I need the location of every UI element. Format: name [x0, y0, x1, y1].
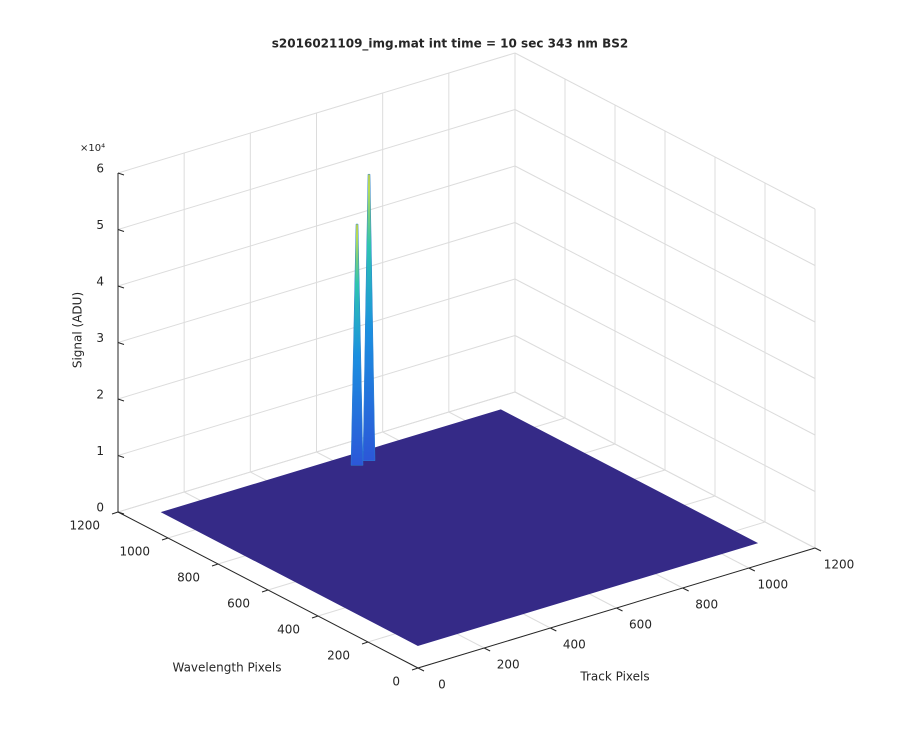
grid-line [514, 391, 816, 549]
z-tick [117, 342, 125, 345]
y-tick [361, 641, 369, 645]
x-tick [417, 667, 425, 672]
grid-line [117, 335, 516, 456]
x-tick [550, 627, 557, 632]
x-tick [483, 647, 491, 652]
x-tick-label: 1200 [824, 558, 855, 572]
grid-line [117, 109, 516, 230]
z-tick [117, 229, 125, 232]
grid-line [514, 165, 816, 323]
z-tick [117, 172, 125, 176]
x-tick-label: 800 [695, 598, 718, 612]
z-axis-label: Signal (ADU) [71, 292, 85, 368]
z-tick-label: 5 [96, 218, 104, 232]
y-tick [111, 511, 119, 515]
y-axis-label: Wavelength Pixels [172, 661, 281, 675]
grid-line [117, 278, 516, 400]
y-tick-label: 600 [227, 597, 250, 611]
y-tick-label: 0 [392, 675, 400, 689]
grid-line [117, 165, 516, 287]
x-tick [748, 567, 756, 572]
grid-line [117, 52, 516, 174]
z-exponent: ×10⁴ [80, 143, 105, 154]
x-tick-label: 600 [629, 618, 652, 632]
x-tick-label: 0 [438, 678, 446, 692]
z-tick-label: 1 [96, 444, 104, 458]
x-tick [814, 547, 822, 552]
z-tick [117, 398, 125, 402]
y-tick [411, 667, 419, 671]
z-tick-label: 3 [96, 331, 104, 345]
y-tick-label: 200 [327, 649, 350, 663]
x-tick [616, 607, 623, 612]
y-tick [261, 589, 269, 593]
chart-title: s2016021109_img.mat int time = 10 sec 34… [272, 37, 628, 52]
z-tick-label: 0 [96, 501, 104, 515]
x-axis-label: Track Pixels [579, 670, 649, 684]
surface [160, 409, 759, 646]
y-tick-label: 400 [277, 623, 300, 637]
x-tick [682, 587, 689, 592]
z-tick [117, 455, 125, 458]
y-tick [311, 615, 319, 619]
peak [362, 173, 376, 461]
x-tick-label: 200 [497, 658, 520, 672]
peak [350, 223, 364, 466]
y-tick-label: 1000 [119, 545, 150, 559]
z-tick-label: 2 [96, 388, 104, 402]
grid-line [117, 222, 516, 343]
y-tick [161, 537, 169, 541]
grid-line [514, 335, 816, 492]
grid-line [514, 278, 816, 436]
z-tick [117, 511, 125, 515]
grid-line [117, 391, 516, 513]
z-tick [117, 285, 125, 289]
grid-line [514, 222, 816, 379]
y-tick-label: 1200 [69, 519, 100, 533]
y-tick-label: 800 [177, 571, 200, 585]
x-tick-label: 1000 [758, 578, 789, 592]
y-tick [211, 563, 219, 567]
z-tick-label: 6 [96, 162, 104, 176]
z-tick-label: 4 [96, 275, 104, 289]
grid-line [514, 109, 816, 266]
x-tick-label: 400 [563, 638, 586, 652]
grid-line [514, 52, 816, 210]
